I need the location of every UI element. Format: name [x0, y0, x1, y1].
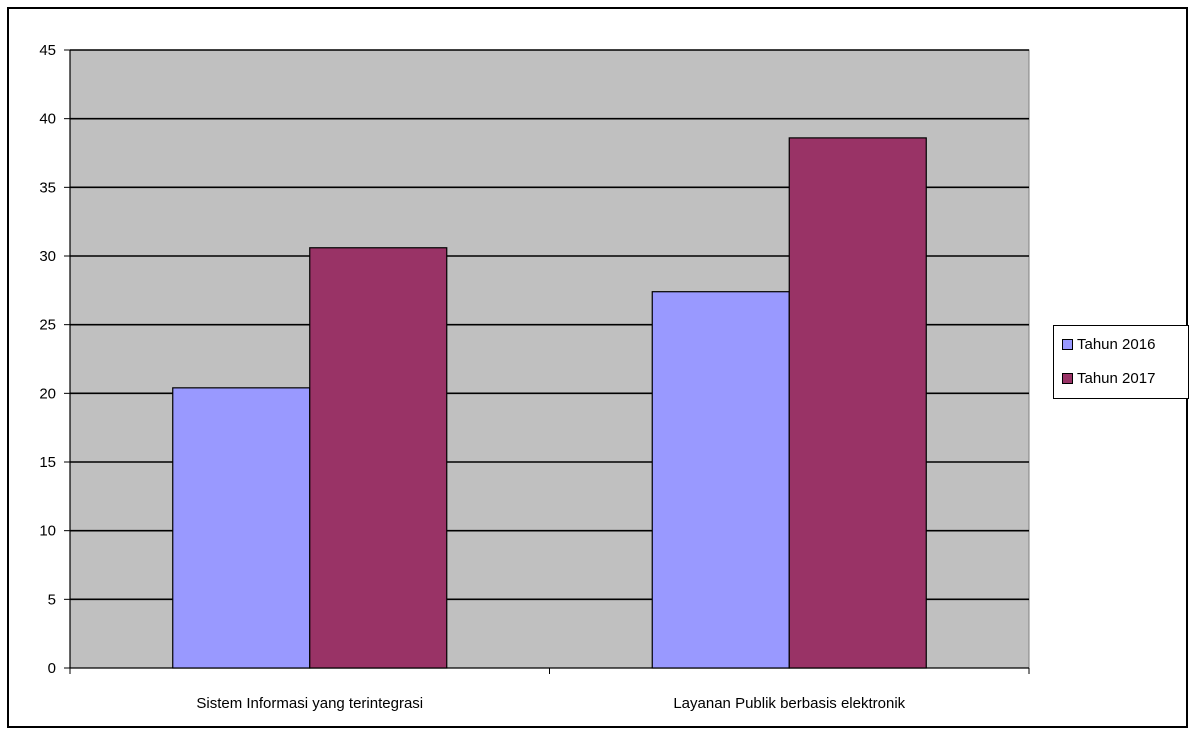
y-tick-label: 0	[48, 660, 56, 677]
legend-item-2016: Tahun 2016	[1062, 334, 1155, 354]
legend-item-2017: Tahun 2017	[1062, 368, 1155, 388]
y-tick-label: 15	[39, 454, 56, 471]
legend-label-2016: Tahun 2016	[1077, 335, 1156, 353]
legend-swatch-2016	[1062, 338, 1073, 350]
legend-label-2017: Tahun 2017	[1077, 369, 1156, 387]
y-tick-label: 45	[39, 42, 56, 59]
legend: Tahun 2016 Tahun 2017	[1053, 325, 1189, 399]
bar-2017-layanan-publik	[788, 137, 927, 669]
bar-2017-sistem-informasi	[309, 247, 448, 669]
y-tick-label: 40	[39, 111, 56, 128]
x-tick-label: Sistem Informasi yang terintegrasi	[196, 695, 423, 712]
y-tick-label: 10	[39, 523, 56, 540]
y-tick-label: 5	[48, 591, 56, 608]
bar-2016-layanan-publik	[651, 291, 790, 669]
y-tick-label: 30	[39, 248, 56, 265]
x-tick-label: Layanan Publik berbasis elektronik	[673, 695, 905, 712]
y-tick-label: 35	[39, 179, 56, 196]
y-tick-label: 20	[39, 385, 56, 402]
legend-swatch-2017	[1062, 372, 1073, 384]
y-tick-label: 25	[39, 317, 56, 334]
bar-2016-sistem-informasi	[172, 387, 311, 669]
